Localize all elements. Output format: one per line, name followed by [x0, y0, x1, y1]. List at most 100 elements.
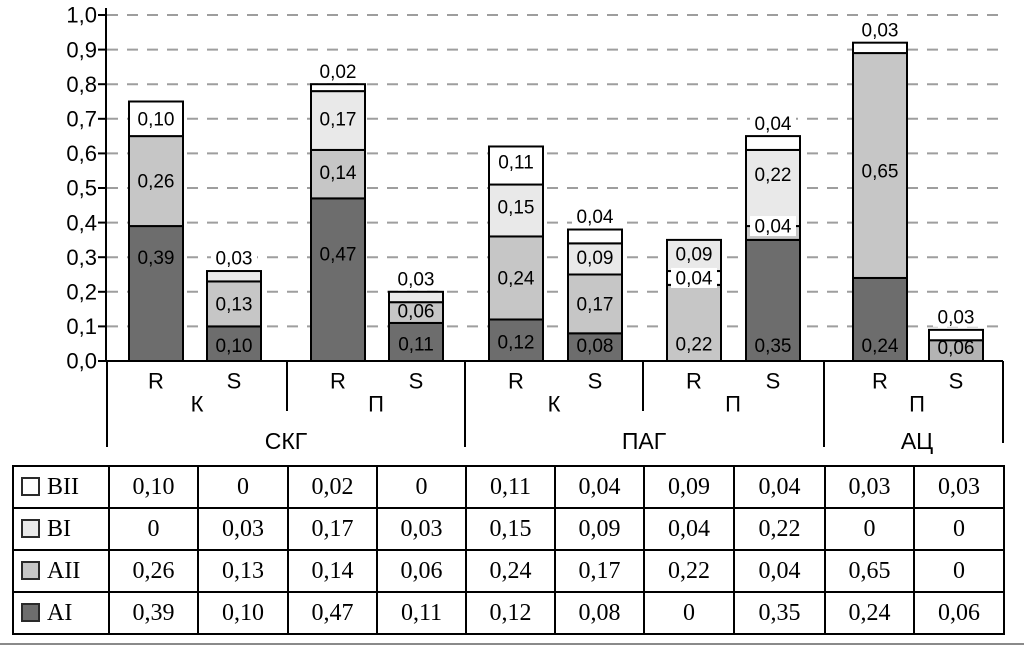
- bar-value-label: 0,22: [676, 334, 713, 355]
- table-value-cell: 0,17: [554, 549, 645, 593]
- bar-axis-label: S: [949, 369, 964, 394]
- legend-series-name: BII: [47, 473, 79, 500]
- table-row-BII: BII 0,10 0 0,02 0 0,11 0,04 0,09 0,04 0,03 0,03: [12, 465, 1005, 509]
- bar-axis-label: R: [686, 369, 702, 394]
- legend-series-name: AII: [47, 557, 81, 584]
- legend-series-name: AI: [47, 599, 73, 626]
- bar-value-label: 0,03: [216, 249, 253, 270]
- group-label: СКГ: [265, 428, 308, 454]
- table-value-cell: 0,03: [913, 465, 1005, 509]
- table-value-cell: 0,22: [643, 549, 735, 593]
- y-tick-label: 0,8: [66, 72, 97, 97]
- bar-axis-label: R: [148, 369, 164, 394]
- bar-segment-BII: [128, 100, 184, 138]
- bar-value-label: 0,06: [398, 301, 435, 322]
- bar-value-label-bg: [857, 19, 903, 40]
- table-value-cell: 0,06: [376, 549, 467, 593]
- table-value-cell: 0,65: [824, 549, 915, 593]
- bar-segment-BII: [310, 83, 366, 93]
- bar-axis-label: R: [330, 369, 346, 394]
- bar-segment-BII: [745, 135, 801, 151]
- bar-value-label-bg: [671, 267, 717, 288]
- table-row-AI: AI 0,39 0,10 0,47 0,11 0,12 0,08 0 0,35 0,24 0,06: [12, 591, 1005, 635]
- table-value-cell: 0,09: [643, 465, 735, 509]
- table-value-cell: 0,17: [287, 507, 378, 551]
- bar-value-label-bg: [933, 306, 979, 327]
- bar-value-label: 0,26: [138, 172, 175, 193]
- bar-value-label: 0,04: [755, 114, 792, 135]
- y-tick-label: 0,4: [66, 210, 97, 235]
- legend-cell-BI: BI: [12, 507, 110, 551]
- bar-value-label: 0,08: [577, 336, 614, 357]
- table-value-cell: 0,04: [643, 507, 735, 551]
- subgroup-label: К: [548, 392, 561, 417]
- bar-value-label: 0,35: [755, 336, 792, 357]
- bar-value-label: 0,11: [498, 153, 534, 174]
- y-tick-label: 0,9: [66, 37, 97, 62]
- legend-swatch-BII: [21, 476, 40, 496]
- bar-axis-label: S: [227, 369, 242, 394]
- table-value-cell: 0,26: [108, 549, 199, 593]
- bar-axis-label: R: [872, 369, 888, 394]
- table-value-cell: 0,24: [465, 549, 556, 593]
- bar-value-label: 0,24: [862, 336, 899, 357]
- table-value-cell: 0,04: [733, 465, 826, 509]
- bar-segment-AI: [852, 276, 908, 362]
- bar-segment-BI: [206, 270, 262, 283]
- y-tick-label: 0,0: [66, 349, 97, 374]
- bar-value-label: 0,12: [498, 333, 535, 354]
- table-value-cell: 0,04: [554, 465, 645, 509]
- bar-value-label: 0,10: [138, 109, 175, 130]
- bar-segment-BI: [488, 183, 544, 238]
- bar-value-label: 0,09: [676, 244, 713, 265]
- legend-swatch-AI: [21, 602, 40, 622]
- legend-cell-AI: AI: [12, 591, 110, 635]
- bar-segment-AII: [128, 135, 184, 228]
- bar-segment-AI: [310, 197, 366, 362]
- bar-value-label: 0,15: [498, 198, 535, 219]
- bar-axis-label: S: [766, 369, 781, 394]
- y-tick-label: 0,3: [66, 245, 97, 270]
- legend-swatch-AII: [21, 560, 40, 580]
- legend-series-name: BI: [47, 515, 71, 542]
- bar-segment-AII: [666, 283, 722, 363]
- bar-value-label: 0,24: [498, 269, 535, 290]
- table-value-cell: 0,13: [197, 549, 289, 593]
- table-value-cell: 0: [643, 591, 735, 635]
- table-value-cell: 0,09: [554, 507, 645, 551]
- legend-cell-BII: BII: [12, 465, 110, 509]
- table-value-cell: 0,06: [913, 591, 1005, 635]
- table-row-BI: BI 0 0,03 0,17 0,03 0,15 0,09 0,04 0,22 0 0: [12, 507, 1005, 551]
- bar-segment-AII: [852, 52, 908, 279]
- bar-value-label: 0,17: [320, 109, 357, 130]
- bar-segment-BII: [488, 145, 544, 186]
- bar-segment-AI: [206, 325, 262, 362]
- bar-value-label: 0,14: [320, 163, 357, 184]
- data-table: BII 0,10 0 0,02 0 0,11 0,04 0,09 0,04 0,03 0,03 BI 0…: [12, 465, 1005, 635]
- bar-segment-AII: [206, 280, 262, 328]
- subgroup-label: П: [909, 392, 925, 417]
- subgroup-label: К: [191, 392, 204, 417]
- bar-value-label-bg: [750, 216, 796, 237]
- bar-value-label: 0,22: [755, 165, 792, 186]
- y-tick-label: 0,5: [66, 176, 97, 201]
- bar-segment-AI: [128, 225, 184, 362]
- legend-swatch-BI: [21, 518, 40, 538]
- bar-value-label-bg: [315, 61, 361, 82]
- bar-value-label: 0,17: [577, 295, 614, 316]
- table-value-cell: 0,02: [287, 465, 378, 509]
- table-value-cell: 0,39: [108, 591, 199, 635]
- bar-value-label: 0,13: [216, 295, 253, 316]
- y-tick-label: 0,2: [66, 280, 97, 305]
- bar-segment-BI: [388, 290, 444, 304]
- table-row-AII: AII 0,26 0,13 0,14 0,06 0,24 0,17 0,22 0,04 0,65 0: [12, 549, 1005, 593]
- bar-value-label: 0,03: [862, 20, 899, 41]
- bar-segment-BI: [567, 242, 623, 276]
- table-value-cell: 0,15: [465, 507, 556, 551]
- bar-value-label-bg: [750, 113, 796, 134]
- table-value-cell: 0,10: [197, 591, 289, 635]
- y-tick-label: 0,7: [66, 107, 97, 132]
- bar-value-label: 0,04: [577, 207, 614, 228]
- bottom-rule: [0, 643, 1024, 645]
